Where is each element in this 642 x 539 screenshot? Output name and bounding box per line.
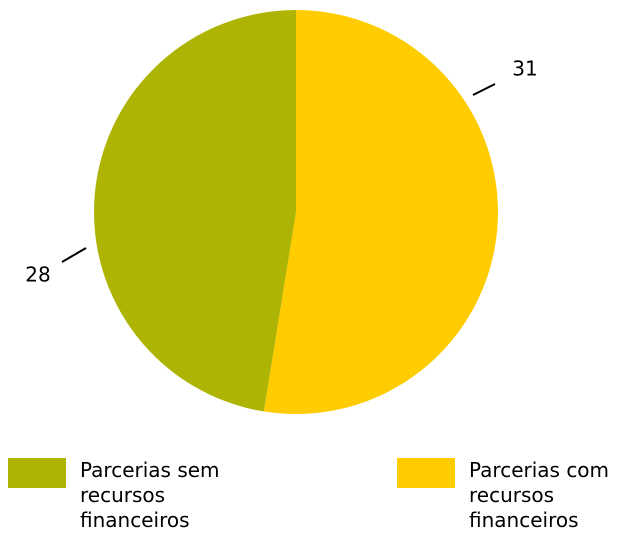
data-label: 28 bbox=[25, 263, 50, 287]
legend-label: Parcerias com recursos financeiros bbox=[469, 458, 610, 532]
legend-item: Parcerias com recursos financeiros bbox=[397, 458, 642, 533]
legend-swatch bbox=[8, 458, 66, 488]
legend-label: Parcerias sem recursos financeiros bbox=[80, 458, 220, 532]
chart: 31 28 bbox=[25, 10, 538, 414]
leader-line bbox=[472, 83, 496, 96]
pie-slice bbox=[263, 10, 498, 414]
pie-slice bbox=[93, 10, 297, 412]
data-label: 31 bbox=[512, 57, 537, 81]
legend-swatch bbox=[397, 458, 455, 488]
leader-line bbox=[61, 247, 87, 263]
legend-item: Parcerias sem recursos financeiros bbox=[8, 458, 255, 533]
